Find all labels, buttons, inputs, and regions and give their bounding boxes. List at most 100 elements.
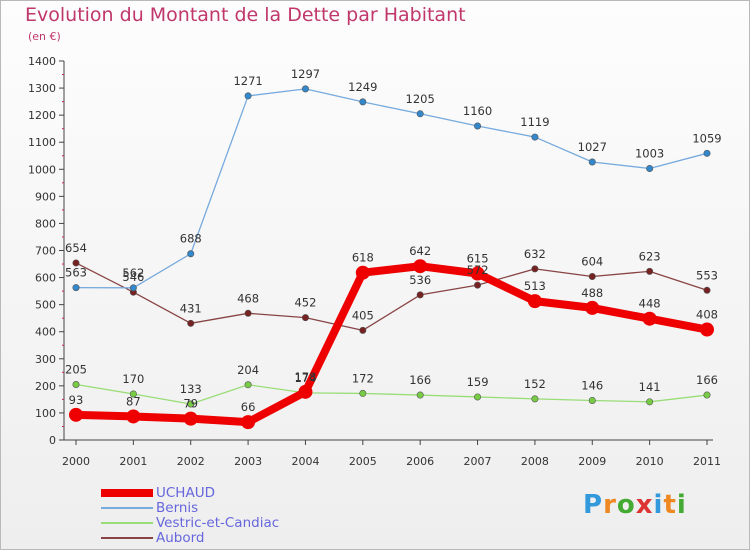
data-point-bernis xyxy=(359,98,367,106)
data-label-aubord: 452 xyxy=(294,296,316,310)
chart-title: Evolution du Montant de la Dette par Hab… xyxy=(25,4,466,26)
data-label-bernis: 688 xyxy=(180,232,202,246)
x-tick-label: 2008 xyxy=(521,455,549,468)
legend-label: Vestric-et-Candiac xyxy=(156,515,280,531)
data-point-bernis xyxy=(416,110,424,118)
data-label-bernis: 1027 xyxy=(578,140,607,154)
data-point-vestric-et-candiac xyxy=(531,395,539,403)
data-point-uchaud xyxy=(700,322,714,337)
brand-letter: t xyxy=(663,490,677,520)
brand-letter: o xyxy=(616,490,636,520)
data-label-uchaud: 79 xyxy=(183,397,198,411)
x-tick-label: 2009 xyxy=(578,455,606,468)
data-label-aubord: 632 xyxy=(524,247,546,261)
y-tick-label: 1400 xyxy=(28,55,56,68)
y-tick-label: 200 xyxy=(35,380,56,393)
series-line-bernis xyxy=(75,88,708,289)
x-tick-label: 2003 xyxy=(234,455,262,468)
data-label-aubord: 546 xyxy=(122,270,144,284)
data-point-uchaud xyxy=(470,266,485,281)
data-point-aubord xyxy=(359,326,367,334)
data-point-vestric-et-candiac xyxy=(703,391,711,399)
x-tick-label: 2002 xyxy=(177,455,205,468)
data-label-vestric-et-candiac: 141 xyxy=(639,380,661,394)
data-label-bernis: 562 xyxy=(122,266,144,280)
data-label-uchaud: 408 xyxy=(696,308,718,322)
brand-letter: i xyxy=(653,490,664,520)
data-label-uchaud: 642 xyxy=(409,244,431,258)
data-point-aubord xyxy=(531,265,539,273)
y-tick-label: 0 xyxy=(49,434,56,447)
chart-series xyxy=(69,85,714,430)
x-tick-label: 2011 xyxy=(693,455,721,468)
y-tick-label: 900 xyxy=(35,190,56,203)
data-point-aubord xyxy=(72,259,80,267)
y-tick-label: 800 xyxy=(35,217,56,230)
data-label-uchaud: 488 xyxy=(581,286,603,300)
data-point-bernis xyxy=(301,85,309,93)
data-label-bernis: 1059 xyxy=(692,131,721,145)
legend-label: Aubord xyxy=(156,530,205,546)
data-point-bernis xyxy=(646,164,654,172)
data-label-aubord: 431 xyxy=(180,301,202,315)
y-tick-label: 1300 xyxy=(28,82,56,95)
legend-swatch xyxy=(101,537,153,539)
data-point-aubord xyxy=(474,281,482,289)
brand-letter: x xyxy=(635,490,654,520)
data-point-uchaud xyxy=(413,259,428,274)
data-label-uchaud: 448 xyxy=(639,297,661,311)
data-label-aubord: 536 xyxy=(409,273,431,287)
brand-letter: i xyxy=(676,490,687,520)
data-label-bernis: 1205 xyxy=(406,92,435,106)
data-point-uchaud xyxy=(527,294,542,309)
data-label-vestric-et-candiac: 166 xyxy=(696,373,718,387)
data-label-uchaud: 66 xyxy=(241,400,256,414)
data-point-uchaud xyxy=(298,384,313,399)
brand-letter: r xyxy=(603,490,617,520)
data-label-vestric-et-candiac: 152 xyxy=(524,377,546,391)
legend-label: UCHAUD xyxy=(156,485,215,501)
data-label-bernis: 1297 xyxy=(291,67,320,81)
data-point-vestric-et-candiac xyxy=(187,400,195,408)
data-label-bernis: 1271 xyxy=(233,74,262,88)
data-point-bernis xyxy=(474,122,482,130)
data-label-vestric-et-candiac: 172 xyxy=(352,371,374,385)
data-point-bernis xyxy=(244,92,252,100)
data-label-aubord: 604 xyxy=(581,254,603,268)
data-label-vestric-et-candiac: 146 xyxy=(581,378,603,392)
data-label-aubord: 654 xyxy=(65,241,87,255)
data-point-uchaud xyxy=(126,409,141,424)
x-tick-label: 2004 xyxy=(291,455,319,468)
data-point-vestric-et-candiac xyxy=(416,391,424,399)
data-label-aubord: 623 xyxy=(639,249,661,263)
data-point-vestric-et-candiac xyxy=(244,381,252,389)
legend-swatch xyxy=(101,507,153,509)
data-point-vestric-et-candiac xyxy=(646,398,654,406)
data-point-aubord xyxy=(703,286,711,294)
data-point-aubord xyxy=(244,309,252,317)
data-point-aubord xyxy=(588,272,596,280)
data-point-aubord xyxy=(187,319,195,327)
chart-unit-label: (en €) xyxy=(28,30,61,43)
data-point-uchaud xyxy=(183,411,198,426)
data-label-bernis: 1160 xyxy=(463,104,492,118)
legend-label: Bernis xyxy=(156,500,199,516)
data-point-vestric-et-candiac xyxy=(72,381,80,389)
y-tick-label: 1200 xyxy=(28,109,56,122)
data-point-uchaud xyxy=(585,300,600,315)
data-labels: 205 170 133 204 174 172 166 159 152 146 141 166 654 5… xyxy=(65,67,722,414)
data-label-vestric-et-candiac: 166 xyxy=(409,373,431,387)
x-tick-label: 2001 xyxy=(119,455,147,468)
x-tick-label: 2007 xyxy=(464,455,492,468)
series-line-vestric-et-candiac xyxy=(75,383,708,405)
data-label-bernis: 1249 xyxy=(348,80,377,94)
series-line-aubord xyxy=(75,262,708,332)
data-label-bernis: 563 xyxy=(65,266,87,280)
x-tick-label: 2010 xyxy=(636,455,664,468)
y-tick-label: 1100 xyxy=(28,136,56,149)
x-tick-label: 2006 xyxy=(406,455,434,468)
data-label-aubord: 405 xyxy=(352,308,374,322)
legend-swatch xyxy=(101,489,153,497)
